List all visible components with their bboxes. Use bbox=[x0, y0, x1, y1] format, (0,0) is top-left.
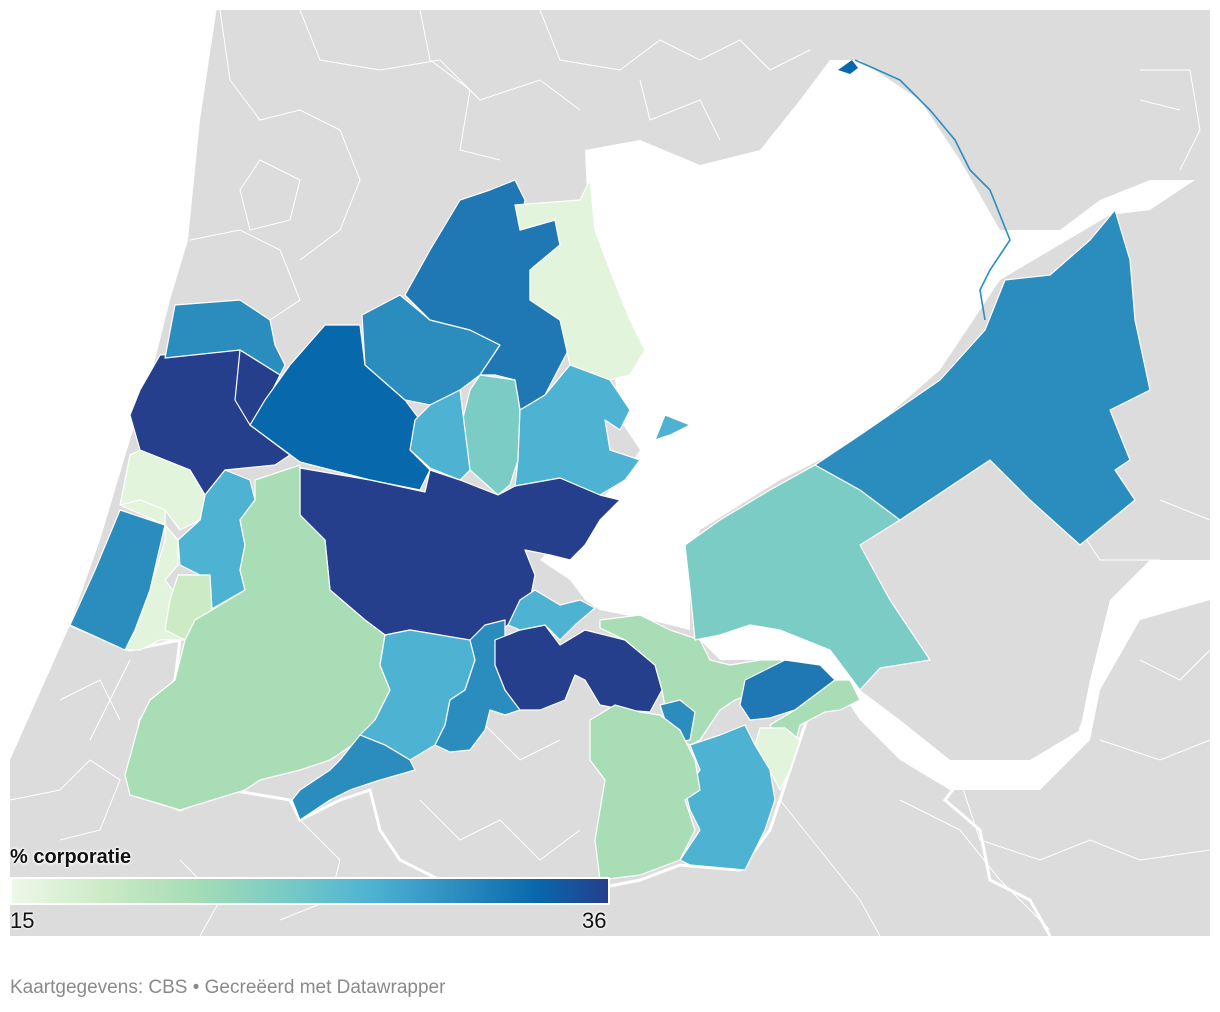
den-oever-islet bbox=[838, 60, 858, 74]
region-zaandam[interactable] bbox=[507, 589, 596, 641]
choropleth-map bbox=[0, 0, 1211, 937]
region-huizen[interactable] bbox=[769, 679, 861, 746]
region-almere[interactable] bbox=[684, 464, 931, 691]
region-castricum[interactable] bbox=[164, 299, 286, 376]
source-credit: Kaartgegevens: CBS • Gecreëerd met Dataw… bbox=[10, 977, 446, 998]
region-aalsmeer[interactable] bbox=[291, 734, 416, 821]
legend-color-scale bbox=[10, 877, 610, 905]
legend-title: % corporatie bbox=[10, 846, 132, 868]
region-enkhuizen-spit[interactable] bbox=[654, 414, 691, 441]
region-alkmaar[interactable] bbox=[249, 324, 431, 491]
ijsselmeer bbox=[540, 60, 1195, 630]
regions bbox=[69, 59, 1151, 881]
legend-max-label: 36 bbox=[582, 908, 607, 933]
veluwemeer bbox=[700, 560, 1210, 790]
province-border-east bbox=[1078, 568, 1201, 731]
background-borders bbox=[9, 9, 1211, 937]
afsluitdijk bbox=[854, 59, 1011, 321]
region-lelystad[interactable] bbox=[814, 209, 1151, 546]
region-velsen[interactable] bbox=[69, 509, 166, 651]
region-haarlemmermeer[interactable] bbox=[124, 464, 391, 811]
region-de-ronde-venen[interactable] bbox=[589, 704, 701, 881]
legend-min-label: 15 bbox=[10, 908, 35, 933]
region-opmeer-area[interactable] bbox=[409, 389, 471, 481]
sea bbox=[0, 0, 218, 760]
